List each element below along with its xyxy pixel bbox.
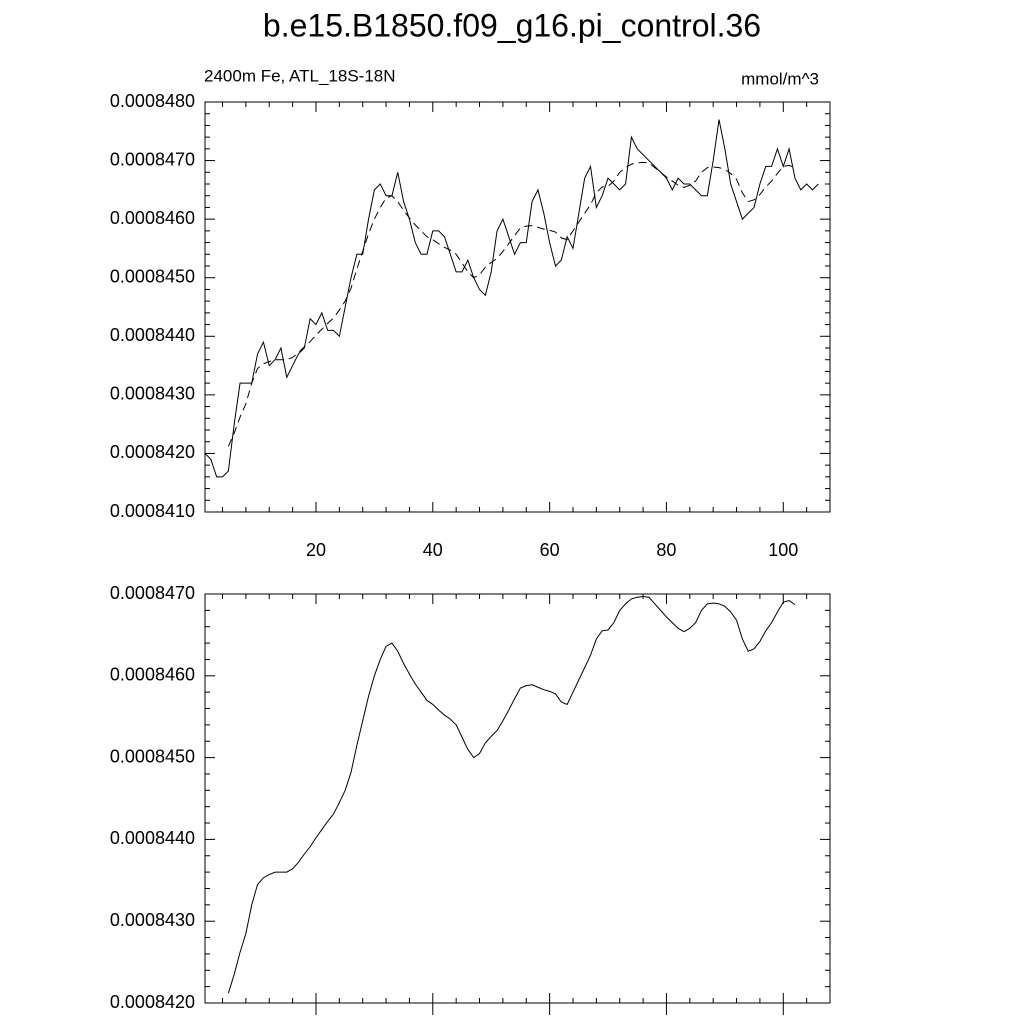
chart-title: b.e15.B1850.f09_g16.pi_control.36 (263, 7, 761, 43)
y-tick-label: 0.0008470 (110, 583, 195, 603)
plot-frame (204, 593, 831, 1004)
y-tick-label: 0.0008440 (110, 325, 195, 345)
y-tick-label: 0.0008450 (110, 266, 195, 286)
x-tick-label: 60 (540, 540, 560, 560)
y-tick-label: 0.0008480 (110, 91, 195, 111)
x-tick-label: 80 (656, 540, 676, 560)
y-tick-label: 0.0008460 (110, 208, 195, 228)
subtitle-left: 2400m Fe, ATL_18S-18N (204, 66, 396, 85)
subtitle-right: mmol/m^3 (741, 69, 819, 88)
y-tick-label: 0.0008450 (110, 746, 195, 766)
y-tick-label: 0.0008430 (110, 910, 195, 930)
plot-frame (204, 101, 831, 513)
x-tick-label: 40 (423, 540, 443, 560)
series-line (227, 161, 796, 447)
y-tick-label: 0.0008460 (110, 665, 195, 685)
y-tick-label: 0.0008440 (110, 828, 195, 848)
y-tick-label: 0.0008430 (110, 384, 195, 404)
y-tick-label: 0.0008420 (110, 442, 195, 462)
series-line (227, 595, 796, 994)
x-tick-label: 100 (768, 540, 798, 560)
x-tick-label: 20 (306, 540, 326, 560)
series-line (204, 119, 819, 478)
y-tick-label: 0.0008420 (110, 992, 195, 1012)
y-tick-label: 0.0008470 (110, 149, 195, 169)
y-tick-label: 0.0008410 (110, 501, 195, 521)
